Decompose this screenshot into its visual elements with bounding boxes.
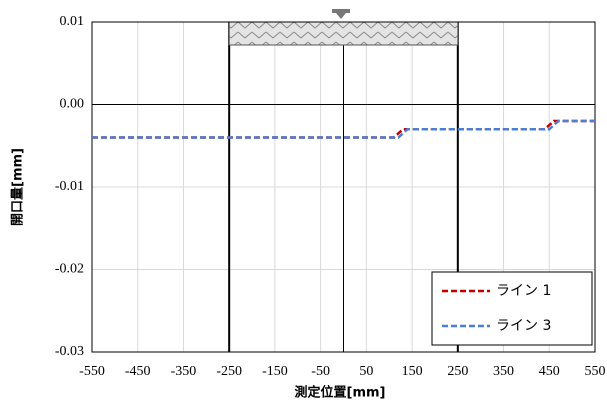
x-axis-title: 測定位置[mm] <box>295 385 386 401</box>
y-tick-label: -0.02 <box>55 262 84 277</box>
x-tick-label: -150 <box>262 364 288 379</box>
load-arrow <box>332 9 350 19</box>
x-tick-label: -550 <box>79 364 105 379</box>
y-tick-label: -0.01 <box>55 179 84 194</box>
y-tick-label: 0.00 <box>60 97 85 112</box>
x-tick-label: 350 <box>493 364 514 379</box>
x-tick-label: 50 <box>359 364 373 379</box>
y-axis-title: 開口量[mm] <box>11 148 26 226</box>
legend-label: ライン 1 <box>496 283 551 299</box>
series-line <box>92 119 595 139</box>
y-tick-label: -0.03 <box>55 344 84 359</box>
x-tick-label: -450 <box>125 364 151 379</box>
x-tick-label: 150 <box>402 364 423 379</box>
x-tick-label: 450 <box>539 364 560 379</box>
x-tick-label: -250 <box>216 364 242 379</box>
x-tick-label: -50 <box>311 364 330 379</box>
load-block <box>228 21 459 46</box>
legend-label: ライン 3 <box>496 318 551 334</box>
plot-frame <box>91 21 596 353</box>
legend-box <box>431 271 593 346</box>
x-tick-label: -350 <box>171 364 197 379</box>
y-tick-label: 0.01 <box>60 14 85 29</box>
x-tick-label: 550 <box>585 364 606 379</box>
x-tick-label: 250 <box>447 364 468 379</box>
